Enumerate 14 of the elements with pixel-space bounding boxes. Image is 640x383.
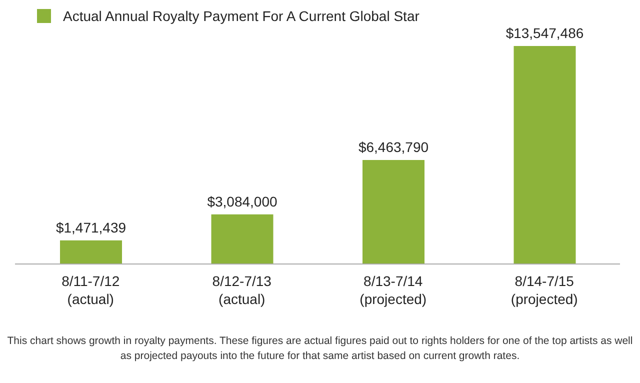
data-label: $6,463,790 (358, 138, 429, 155)
x-tick-label: 8/11-7/12 (actual) (62, 273, 120, 307)
data-label: $13,547,486 (506, 25, 584, 41)
bar (362, 160, 424, 264)
legend-label: Actual Annual Royalty Payment For A Current Global Star (63, 8, 420, 24)
data-label: $1,471,439 (56, 219, 126, 236)
x-tick-label: 8/12-7/13 (actual) (212, 273, 272, 307)
bar (514, 46, 576, 264)
data-label: $3,084,000 (207, 193, 278, 210)
bar (60, 240, 122, 264)
x-tick-label: 8/13-7/14 (projected) (360, 273, 427, 307)
bar (211, 214, 274, 264)
text: This chart shows growth in royalty payments. These figures are actual figures paid out to rights holders for one of the top artists as well as projected payouts into the future for that same artist based on current growth rates. (6, 334, 634, 364)
x-tick-label: 8/14-7/15 (projected) (510, 273, 578, 307)
